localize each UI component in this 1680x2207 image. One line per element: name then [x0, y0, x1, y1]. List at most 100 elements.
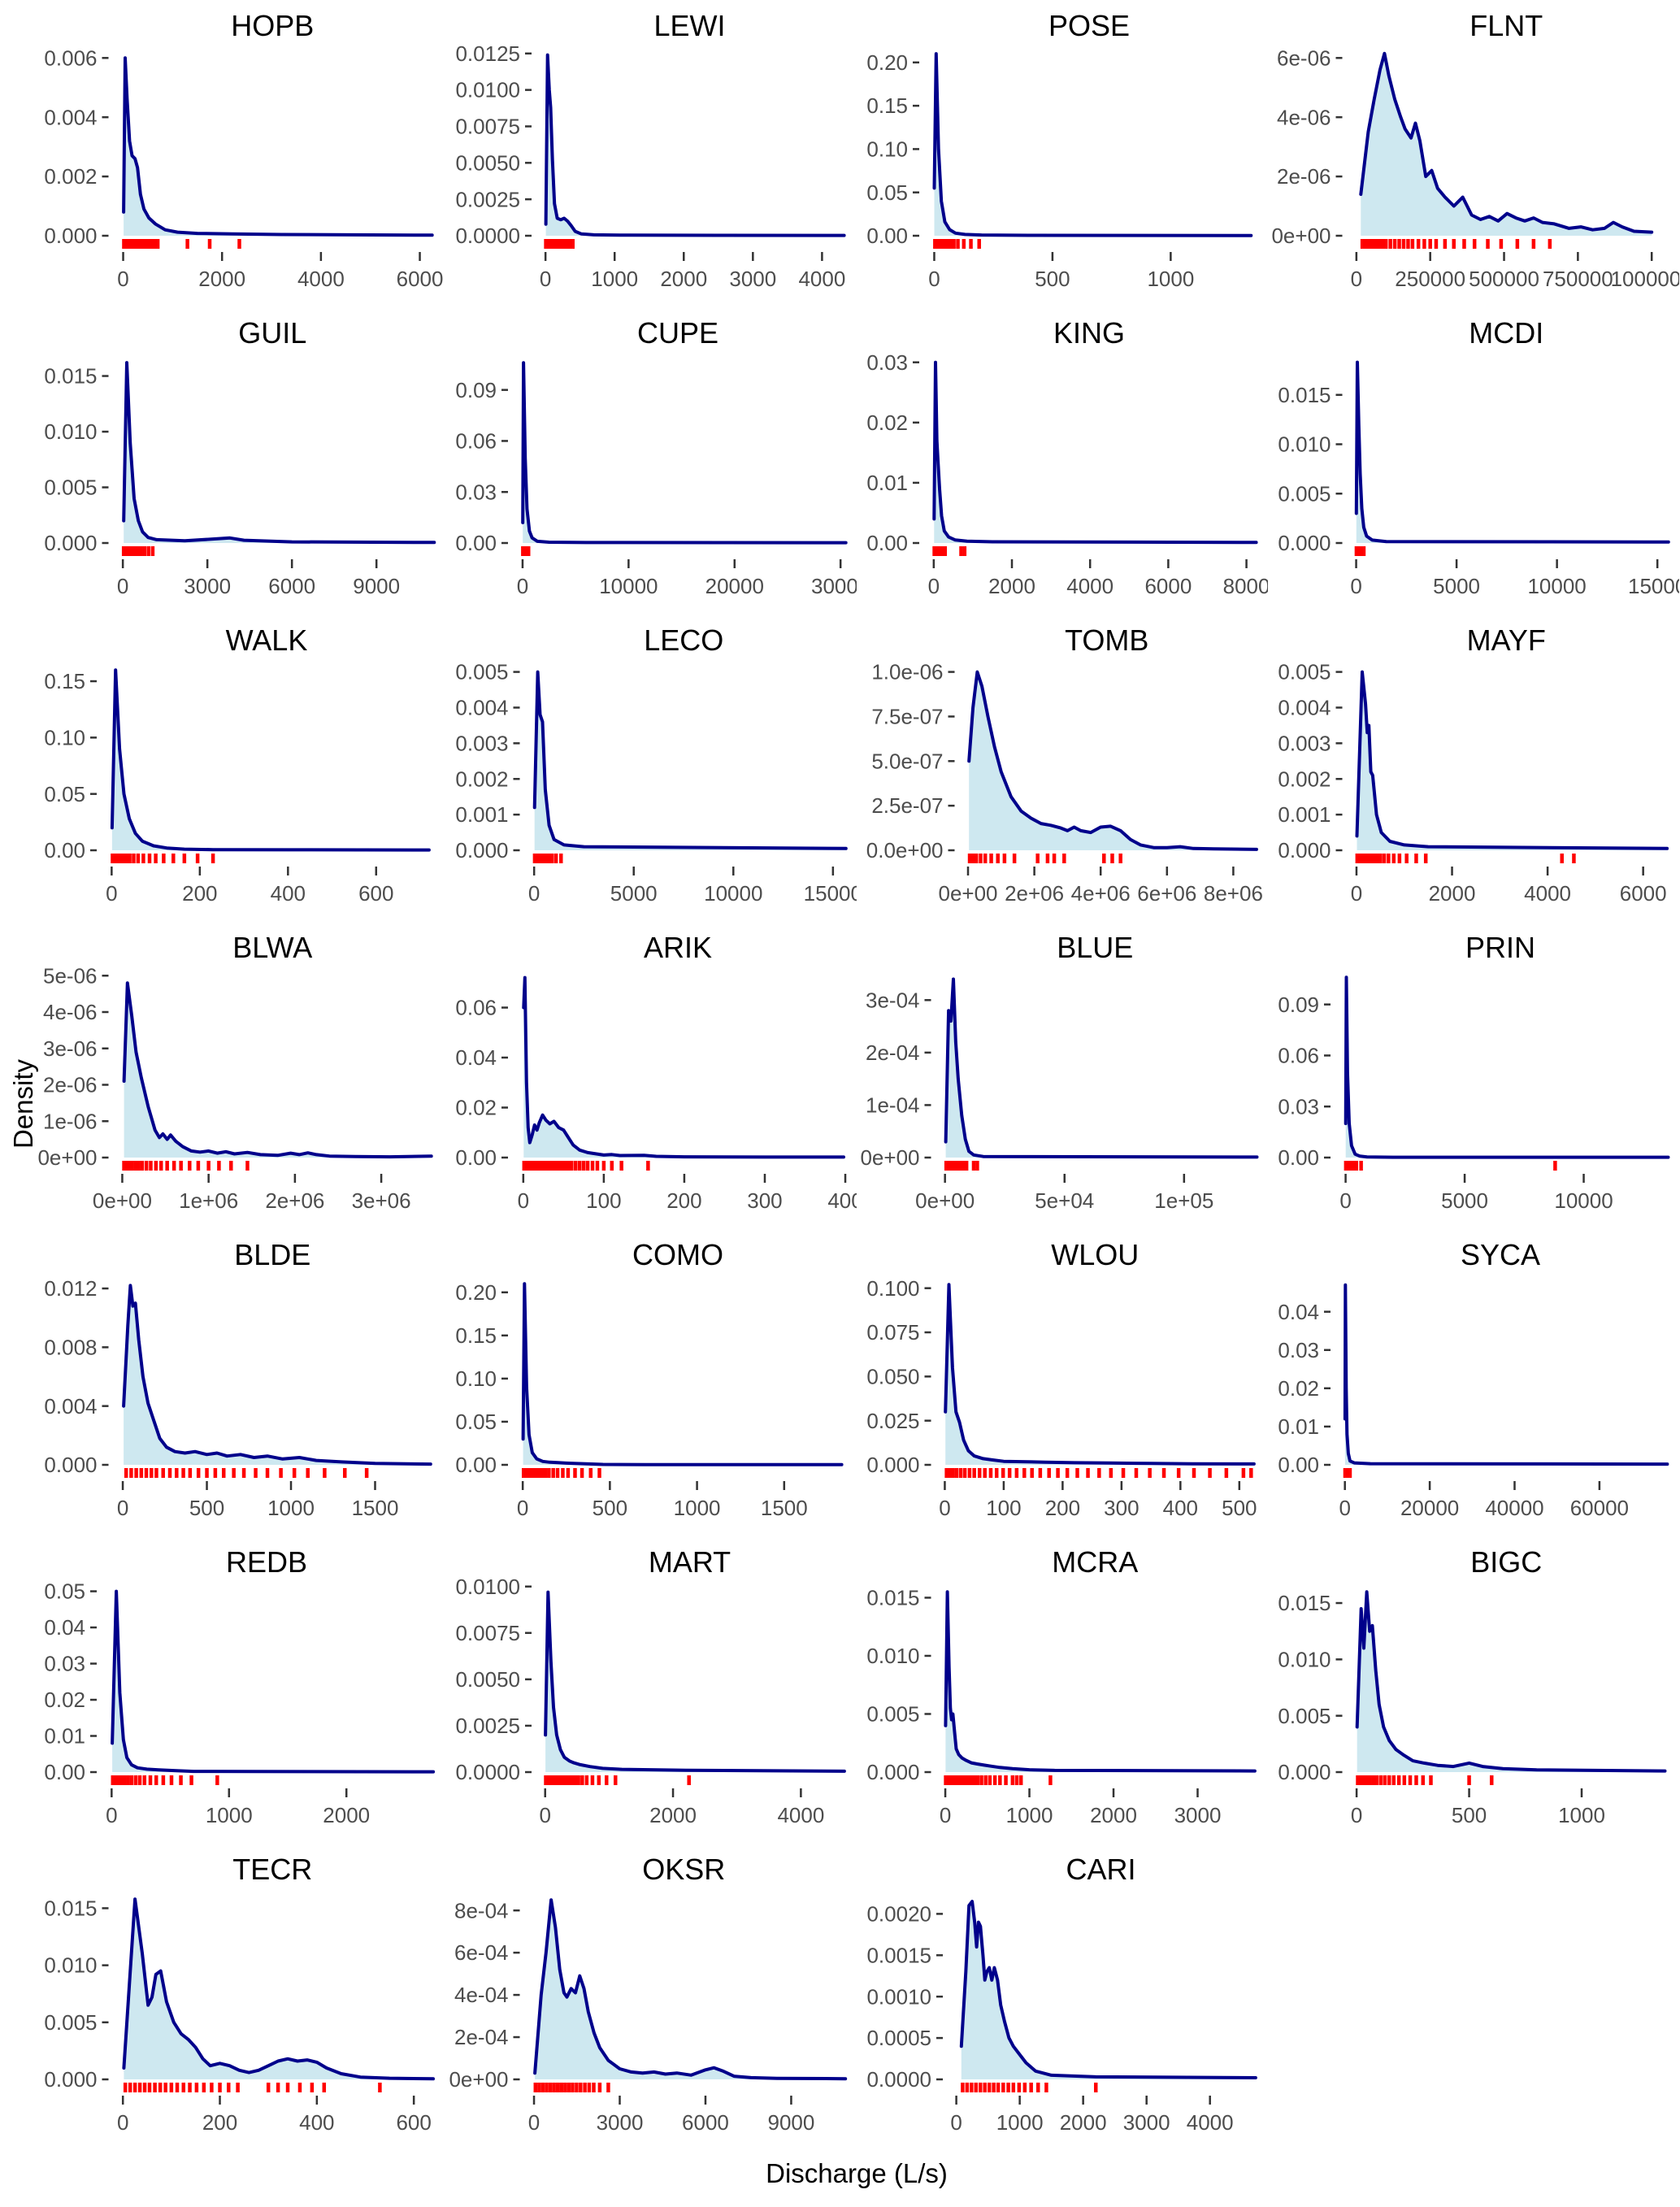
y-tick-label: 5.0e-07 — [871, 749, 943, 773]
y-tick-label: 0.03 — [866, 350, 908, 375]
density-chart-blue: BLUE 0e+00 1e-04 2e-04 3e-04 0e+00 5e+04 1e+05 — [860, 931, 1259, 1213]
y-tick-label: 0.09 — [455, 378, 497, 402]
y-tick-label: 0.0025 — [455, 187, 520, 211]
panel-flnt: FLNT 0e+00 2e-06 4e-06 6e-06 0 250000 500000 750… — [1268, 5, 1679, 312]
density-curve — [1343, 1283, 1669, 1466]
panel-hopb: HOPB 0.000 0.002 0.004 0.006 0 2000 4000 6000 — [34, 5, 445, 312]
rug-marks — [1354, 546, 1366, 556]
y-tick-label: 0.0000 — [455, 1760, 520, 1784]
y-tick-label: 0.0020 — [866, 1901, 931, 1926]
x-tick-label: 5000 — [1433, 574, 1480, 598]
x-tick-label: 1e+06 — [179, 1188, 238, 1213]
y-tick-label: 0.004 — [455, 696, 508, 720]
rug-marks — [1356, 1775, 1494, 1785]
density-curve — [122, 361, 436, 545]
y-tick-label: 0.06 — [455, 996, 497, 1020]
y-tick-label: 0.06 — [455, 429, 497, 454]
density-curve — [1344, 975, 1670, 1159]
density-curve — [122, 56, 434, 237]
density-area — [523, 363, 846, 543]
y-tick-label: 0.008 — [44, 1335, 97, 1359]
y-tick-label: 0e+00 — [1271, 224, 1331, 248]
density-chart-flnt: FLNT 0e+00 2e-06 4e-06 6e-06 0 250000 500000 750… — [1271, 9, 1679, 291]
y-tick-label: 0.02 — [1278, 1376, 1319, 1401]
x-axis-label: Discharge (L/s) — [766, 2158, 948, 2188]
density-chart-tecr: TECR 0.000 0.005 0.010 0.015 0 200 400 600 — [44, 1853, 435, 2135]
x-tick-label: 1000 — [1147, 267, 1194, 291]
y-tick-label: 1e-06 — [43, 1109, 98, 1133]
panel-title: LEWI — [653, 9, 725, 42]
y-tick-label: 0.005 — [44, 476, 97, 500]
rug-marks — [121, 546, 155, 556]
x-tick-label: 6000 — [1620, 881, 1667, 906]
y-tick-label: 5e-06 — [43, 963, 98, 988]
panel-title: TOMB — [1065, 623, 1148, 657]
density-chart-cari: CARI 0.0000 0.0005 0.0010 0.0015 0.0020 0 1000 2… — [866, 1853, 1257, 2135]
x-tick-label: 4e+06 — [1071, 881, 1131, 906]
y-tick-label: 0.04 — [1278, 1300, 1319, 1324]
x-tick-label: 0e+00 — [93, 1188, 152, 1213]
density-area — [523, 977, 844, 1158]
rug-marks — [944, 1468, 1253, 1478]
y-tick-label: 0.075 — [866, 1320, 919, 1345]
x-tick-label: 1000 — [206, 1803, 253, 1827]
x-tick-label: 30000 — [811, 574, 857, 598]
y-tick-label: 0.010 — [44, 419, 97, 444]
rug-marks — [111, 1775, 219, 1785]
y-tick-label: 0.0100 — [455, 1575, 520, 1599]
y-tick-label: 0.20 — [455, 1280, 497, 1305]
x-tick-label: 0 — [117, 2110, 128, 2135]
x-tick-label: 4000 — [297, 267, 345, 291]
y-tick-label: 0.0010 — [866, 1984, 931, 2009]
panel-title: ARIK — [644, 931, 712, 964]
y-tick-label: 0.002 — [44, 164, 97, 189]
density-chart-mcdi: MCDI 0.000 0.005 0.010 0.015 0 5000 10000 15000 — [1278, 316, 1679, 598]
y-tick-label: 0.100 — [866, 1276, 919, 1301]
y-tick-label: 0.15 — [455, 1323, 497, 1348]
x-tick-label: 2e+06 — [1005, 881, 1064, 906]
y-tick-label: 0.03 — [1278, 1338, 1319, 1362]
density-curve — [522, 975, 845, 1159]
x-tick-label: 5000 — [610, 881, 658, 906]
density-curve — [544, 53, 846, 237]
y-tick-label: 0.010 — [1278, 1647, 1331, 1671]
rug-marks — [933, 239, 981, 249]
y-tick-label: 0.010 — [866, 1644, 919, 1668]
y-tick-label: 8e-04 — [454, 1898, 509, 1922]
x-tick-label: 3000 — [1123, 2110, 1170, 2135]
y-tick-label: 0.0050 — [455, 1667, 520, 1692]
panel-title: CARI — [1066, 1853, 1135, 1886]
density-area — [124, 58, 432, 236]
panel-title: POSE — [1048, 9, 1130, 42]
x-tick-label: 0 — [940, 1803, 951, 1827]
x-tick-label: 2000 — [1090, 1803, 1137, 1827]
x-tick-label: 8000 — [1223, 574, 1268, 598]
x-tick-label: 400 — [1163, 1496, 1198, 1520]
x-tick-label: 2000 — [988, 574, 1035, 598]
x-tick-label: 0 — [1350, 574, 1361, 598]
y-tick-label: 0.000 — [1278, 838, 1331, 862]
x-tick-label: 1000 — [267, 1496, 315, 1520]
y-tick-label: 7.5e-07 — [871, 705, 943, 729]
x-tick-label: 1e+05 — [1154, 1188, 1213, 1213]
x-tick-label: 2e+06 — [265, 1188, 324, 1213]
y-tick-label: 0e+00 — [37, 1145, 97, 1170]
y-tick-label: 0.003 — [455, 731, 508, 755]
rug-marks — [521, 546, 531, 556]
density-chart-wlou: WLOU 0.000 0.025 0.050 0.075 0.100 0 100 200 300 4… — [866, 1238, 1257, 1520]
density-area — [112, 1591, 434, 1772]
x-tick-label: 300 — [747, 1188, 782, 1213]
density-curve — [122, 1284, 432, 1466]
density-curve — [544, 1590, 846, 1773]
y-tick-label: 0.0005 — [866, 2026, 931, 2050]
panel-prin: PRIN 0.00 0.03 0.06 0.09 0 5000 10000 — [1268, 927, 1679, 1234]
x-tick-label: 15000 — [1628, 574, 1679, 598]
density-area — [545, 1592, 844, 1772]
rug-marks — [122, 239, 241, 249]
y-tick-label: 0.000 — [866, 1453, 919, 1477]
y-tick-label: 4e-06 — [43, 1000, 98, 1024]
x-tick-label: 10000 — [599, 574, 658, 598]
rug-marks — [1344, 1161, 1557, 1171]
panel-como: COMO 0.00 0.05 0.10 0.15 0.20 0 500 1000 1500 — [445, 1234, 857, 1541]
x-tick-label: 3000 — [729, 267, 776, 291]
